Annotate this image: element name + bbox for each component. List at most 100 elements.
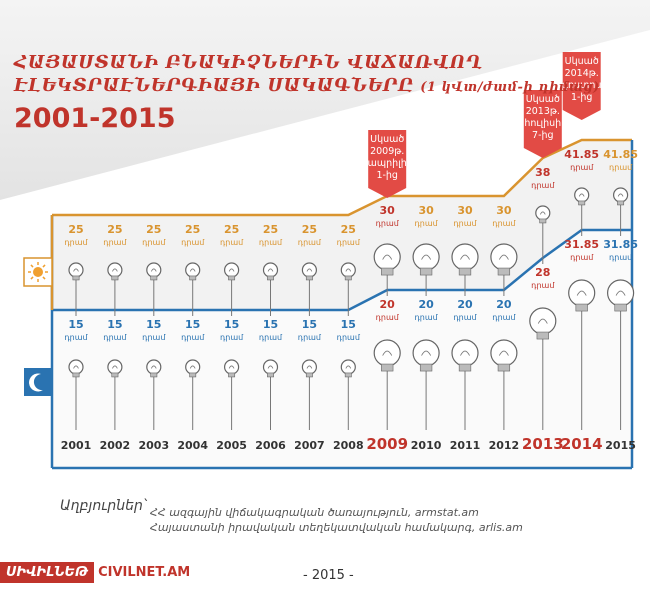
night-unit-label: դրամ (337, 333, 361, 342)
bulb-base (344, 275, 352, 281)
bulb-glass (107, 359, 123, 375)
night-unit-label: դրամ (492, 313, 516, 322)
night-unit-label: դրամ (414, 313, 438, 322)
bulb-icon (185, 359, 201, 378)
bulb-base (111, 275, 119, 281)
sources-label: Աղբյուրներ՝ (60, 498, 147, 514)
bulb-glass (574, 187, 590, 203)
bulb-filament (617, 193, 624, 197)
title-line-1: ՀԱՅԱՍՏԱՆԻ ԲՆԱԿԻՉՆԵՐԻՆ ՎԱՃԱՌՎՈՂ (14, 52, 483, 73)
day-unit-label: դրամ (337, 238, 361, 247)
logo-latin: CIVILNET.AM (98, 564, 191, 580)
night-unit-label: դրամ (609, 253, 633, 262)
callout-text-line: Սկսած (526, 94, 560, 105)
bulb-glass (529, 307, 557, 335)
sun-ray (42, 264, 46, 268)
bulb-glass (262, 262, 279, 278)
bulb-base (228, 275, 236, 281)
night-value-label: 20 (418, 298, 434, 311)
footer-year: - 2015 - (303, 568, 354, 583)
source-armstat: ՀՀ ազգային վիճակագրական ծառայություն, ar… (150, 506, 479, 519)
year-tick-label: 2006 (255, 439, 286, 452)
bulb-icon (490, 339, 518, 372)
bulb-filament (421, 254, 432, 260)
moon-box (24, 368, 52, 396)
bulb-filament (189, 268, 196, 272)
bulb-base (111, 372, 119, 378)
night-unit-label: դրամ (181, 333, 205, 342)
bulb-filament (150, 268, 157, 272)
bulb-icon (574, 187, 590, 206)
night-unit-label: դրամ (531, 281, 555, 290)
civilnet-logo[interactable]: ՍԻՎԻԼՆԵԹ CIVILNET.AM (0, 561, 194, 583)
bulb-icon (185, 262, 201, 281)
sun-icon (23, 257, 53, 287)
bulb-glass (373, 339, 401, 367)
bulb-base (419, 267, 433, 276)
night-unit-label: դրամ (259, 333, 283, 342)
bulb-glass (262, 359, 279, 375)
bulb-base (497, 363, 511, 372)
night-value-label: 28 (535, 266, 550, 279)
bulb-icon (412, 243, 440, 276)
day-value-label: 30 (418, 204, 434, 217)
bulb-glass (340, 359, 356, 375)
bulb-icon (146, 359, 162, 378)
bulb-glass (185, 359, 201, 375)
bulb-filament (228, 365, 235, 369)
bulb-glass (568, 279, 596, 307)
bulb-icon (262, 359, 279, 378)
title-unit-note: (1 կՎտ/ժամ-ի դիմաց) (420, 80, 600, 95)
bulb-icon (529, 307, 557, 340)
day-unit-label: դրամ (220, 238, 244, 247)
bulb-glass (185, 262, 201, 278)
bulb-glass (146, 262, 162, 278)
bulb-base (267, 275, 274, 281)
night-value-label: 15 (146, 318, 161, 331)
night-unit-label: դրամ (298, 333, 322, 342)
bulb-icon (612, 187, 629, 206)
bulb-base (150, 275, 158, 281)
bulb-glass (373, 243, 401, 271)
bulb-filament (112, 268, 118, 272)
day-value-label: 25 (68, 223, 83, 236)
day-value-label: 38 (535, 166, 550, 179)
callout-text-line: ապրիլի (368, 158, 407, 169)
bulb-glass (451, 243, 479, 271)
year-tick-label: 2002 (100, 439, 131, 452)
bulb-glass (490, 339, 518, 367)
year-tick-label: 2013 (522, 435, 564, 453)
night-unit-label: դրամ (220, 333, 244, 342)
bulb-filament (578, 193, 585, 197)
bulb-filament (150, 365, 157, 369)
bulb-icon (373, 243, 401, 276)
day-unit-label: դրամ (142, 238, 166, 247)
year-tick-label: 2014 (561, 435, 603, 453)
bulb-base (539, 218, 547, 224)
day-value-label: 25 (263, 223, 278, 236)
day-unit-label: դրամ (103, 238, 127, 247)
callout-text-line: 7-ից (532, 130, 554, 141)
bulb-filament (267, 365, 274, 369)
bulb-filament (382, 254, 393, 260)
callout-box (562, 52, 601, 120)
callout-text-line: 1-ից (376, 170, 398, 181)
bulb-base (617, 200, 625, 206)
night-value-label: 15 (302, 318, 317, 331)
bulb-glass (412, 339, 440, 367)
bulb-icon (340, 359, 356, 378)
bulb-base (72, 372, 80, 378)
bulb-icon (340, 262, 356, 281)
bulb-base (305, 275, 313, 281)
day-value-label: 30 (380, 204, 396, 217)
day-value-label: 41.85 (603, 148, 638, 161)
bulb-filament (73, 365, 79, 369)
bulb-base (458, 363, 472, 372)
bulb-filament (498, 254, 509, 260)
bulb-icon (146, 262, 162, 281)
bulb-base (578, 200, 586, 206)
year-tick-label: 2003 (138, 439, 169, 452)
bulb-base (72, 275, 80, 281)
callout-text-line: 2009թ. (370, 146, 404, 157)
sun-ray (30, 276, 34, 280)
